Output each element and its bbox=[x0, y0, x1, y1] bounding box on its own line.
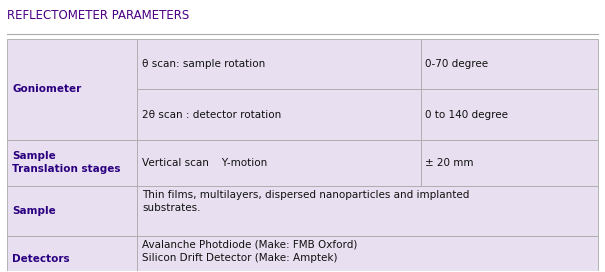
Polygon shape bbox=[420, 89, 598, 140]
Polygon shape bbox=[7, 236, 137, 272]
Text: Sample
Translation stages: Sample Translation stages bbox=[12, 152, 121, 174]
Text: ± 20 mm: ± 20 mm bbox=[425, 158, 474, 168]
Text: REFLECTOMETER PARAMETERS: REFLECTOMETER PARAMETERS bbox=[7, 10, 189, 23]
Text: Avalanche Photdiode (Make: FMB Oxford)
Silicon Drift Detector (Make: Amptek): Avalanche Photdiode (Make: FMB Oxford) S… bbox=[142, 240, 358, 263]
Polygon shape bbox=[137, 186, 598, 236]
Text: θ scan: sample rotation: θ scan: sample rotation bbox=[142, 59, 266, 69]
Polygon shape bbox=[137, 236, 598, 272]
Polygon shape bbox=[137, 140, 420, 186]
Polygon shape bbox=[7, 186, 137, 236]
Polygon shape bbox=[420, 39, 598, 89]
Polygon shape bbox=[137, 39, 420, 89]
Polygon shape bbox=[420, 140, 598, 186]
Polygon shape bbox=[7, 140, 137, 186]
Polygon shape bbox=[137, 89, 420, 140]
Text: Vertical scan    Y-motion: Vertical scan Y-motion bbox=[142, 158, 267, 168]
Polygon shape bbox=[7, 39, 137, 140]
Text: 2θ scan : detector rotation: 2θ scan : detector rotation bbox=[142, 110, 281, 120]
Text: Thin films, multilayers, dispersed nanoparticles and implanted
substrates.: Thin films, multilayers, dispersed nanop… bbox=[142, 190, 469, 213]
Text: Detectors: Detectors bbox=[12, 254, 70, 264]
Text: 0 to 140 degree: 0 to 140 degree bbox=[425, 110, 508, 120]
Text: 0-70 degree: 0-70 degree bbox=[425, 59, 488, 69]
Text: Sample: Sample bbox=[12, 206, 56, 216]
Text: Goniometer: Goniometer bbox=[12, 84, 82, 94]
